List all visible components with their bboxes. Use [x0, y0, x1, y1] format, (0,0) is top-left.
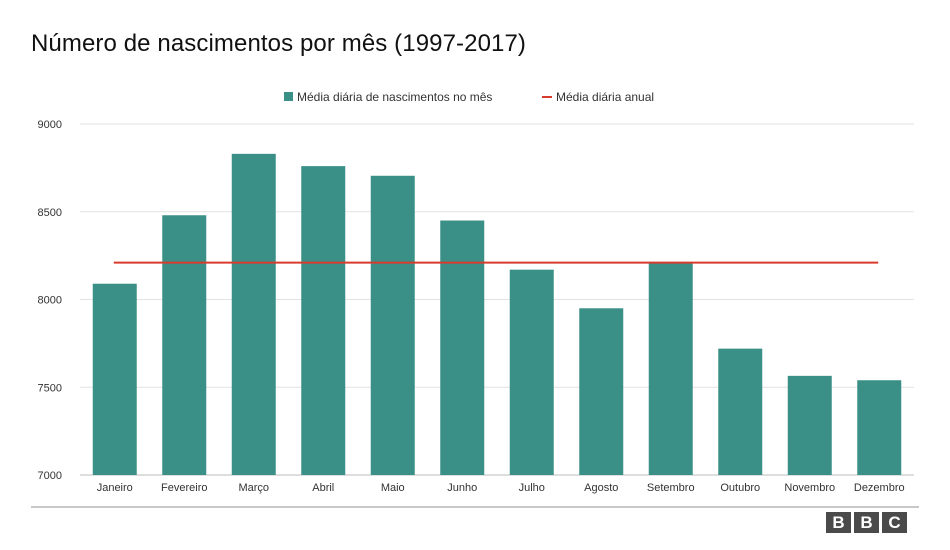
bar — [301, 166, 346, 475]
x-tick-label: Setembro — [647, 482, 695, 494]
bar — [231, 153, 276, 475]
x-tick-label: Novembro — [784, 482, 835, 494]
x-tick-label: Julho — [519, 482, 545, 494]
y-axis-ticks: 7000 7500 8000 8500 9000 — [38, 119, 62, 482]
bar — [579, 308, 624, 475]
x-tick-label: Março — [238, 482, 269, 494]
bar — [648, 262, 693, 475]
y-tick-label: 7000 — [38, 470, 62, 482]
footer-divider — [31, 506, 919, 508]
x-tick-label: Agosto — [584, 482, 618, 494]
bar — [718, 348, 763, 475]
legend-label: Média diária anual — [556, 90, 654, 104]
x-tick-label: Maio — [381, 482, 405, 494]
x-tick-label: Outubro — [720, 482, 760, 494]
bars — [92, 153, 902, 475]
x-tick-label: Janeiro — [97, 482, 133, 494]
x-tick-label: Dezembro — [854, 482, 905, 494]
y-tick-label: 9000 — [38, 119, 62, 131]
y-tick-label: 8500 — [38, 207, 62, 219]
chart-title: Número de nascimentos por mês (1997-2017… — [31, 30, 527, 57]
bar — [857, 380, 902, 475]
bar — [440, 220, 485, 475]
bar — [787, 375, 832, 475]
y-tick-label: 7500 — [38, 382, 62, 394]
bar — [92, 283, 137, 475]
bbc-logo-block: B — [826, 512, 851, 533]
x-tick-label: Junho — [447, 482, 477, 494]
legend-label: Média diária de nascimentos no mês — [297, 90, 492, 104]
bar — [370, 175, 415, 475]
x-axis-ticks: Janeiro Fevereiro Março Abril Maio Junho Julho… — [97, 482, 905, 494]
x-tick-label: Abril — [312, 482, 334, 494]
legend-swatch-bar — [284, 92, 293, 101]
y-tick-label: 8000 — [38, 295, 62, 307]
x-tick-label: Fevereiro — [161, 482, 207, 494]
bar — [509, 269, 554, 475]
bbc-logo-block: B — [854, 512, 879, 533]
bar — [162, 215, 207, 475]
bbc-logo-block: C — [882, 512, 907, 533]
legend: Média diária de nascimentos no mês Média … — [284, 90, 654, 104]
bbc-logo: B B C — [826, 512, 907, 533]
grid-lines — [80, 123, 914, 476]
